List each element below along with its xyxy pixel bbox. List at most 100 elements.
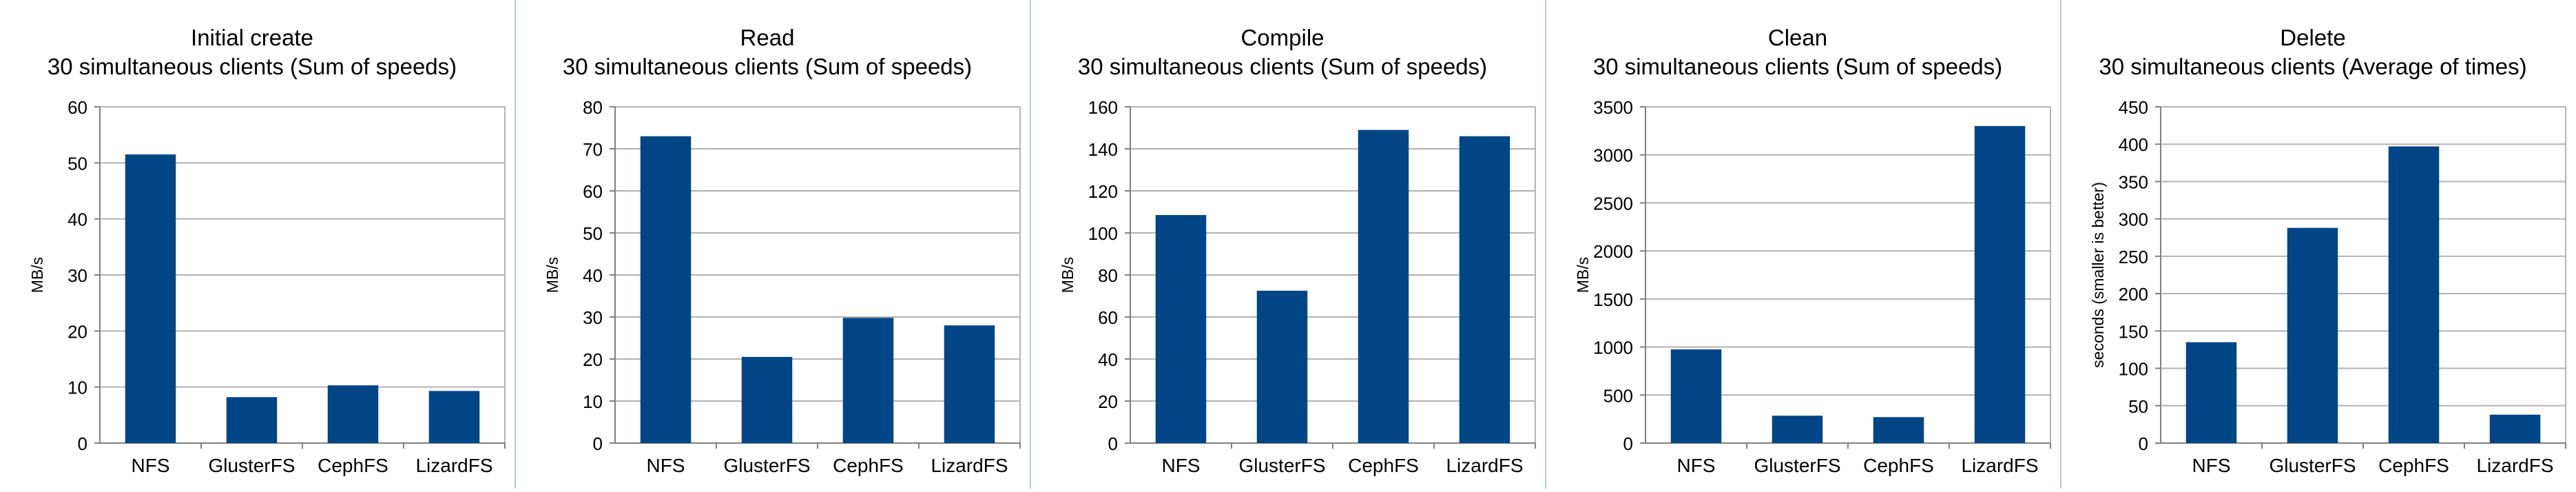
- panel-divider: [515, 0, 516, 489]
- y-tick-label: 500: [1603, 385, 1633, 406]
- bar: [2388, 146, 2440, 443]
- y-tick-label: 0: [593, 433, 603, 454]
- x-tick-label: NFS: [2192, 455, 2231, 476]
- x-tick-label: NFS: [132, 455, 170, 476]
- y-axis-label: MB/s: [1574, 257, 1592, 293]
- y-tick-label: 0: [2139, 433, 2148, 454]
- y-tick-label: 3000: [1593, 145, 1633, 166]
- y-tick-label: 30: [583, 307, 603, 328]
- x-tick-label: LizardFS: [931, 455, 1008, 476]
- chart-subtitle: 30 simultaneous clients (Average of time…: [2099, 54, 2526, 79]
- bar: [226, 397, 278, 443]
- chart-panel: Compile 30 simultaneous clients (Sum of s…: [1030, 0, 1546, 489]
- y-tick-label: 80: [1098, 265, 1118, 286]
- chart-title: Initial create: [191, 25, 313, 50]
- y-tick-label: 60: [1098, 307, 1118, 328]
- y-tick-label: 120: [1088, 181, 1118, 202]
- bar: [640, 136, 692, 443]
- y-tick-label: 50: [67, 153, 87, 174]
- chart-panel: Read 30 simultaneous clients (Sum of spee…: [515, 0, 1030, 489]
- x-tick-label: GlusterFS: [1238, 455, 1325, 476]
- bar: [1974, 125, 2026, 443]
- y-tick-label: 50: [583, 223, 603, 244]
- bar: [327, 385, 379, 443]
- bar: [1670, 349, 1722, 443]
- y-axis-label: MB/s: [1059, 257, 1077, 293]
- chart-subtitle: 30 simultaneous clients (Sum of speeds): [48, 54, 457, 79]
- y-tick-label: 400: [2119, 134, 2148, 155]
- y-tick-label: 20: [67, 321, 87, 342]
- x-tick-label: GlusterFS: [1754, 455, 1840, 476]
- y-tick-label: 20: [583, 349, 603, 370]
- bar: [2287, 227, 2338, 443]
- panel-divider: [1545, 0, 1546, 489]
- chart-subtitle: 30 simultaneous clients (Sum of speeds): [563, 54, 972, 79]
- y-tick-label: 3500: [1593, 97, 1633, 118]
- y-tick-label: 0: [78, 433, 87, 454]
- bar: [842, 318, 894, 443]
- y-tick-label: 450: [2119, 97, 2148, 118]
- chart-subtitle: 30 simultaneous clients (Sum of speeds): [1593, 54, 2002, 79]
- y-tick-label: 0: [1623, 433, 1633, 454]
- bar: [125, 154, 176, 443]
- bar-chart: Clean 30 simultaneous clients (Sum of spe…: [1574, 25, 2051, 476]
- y-tick-label: 250: [2119, 247, 2148, 267]
- y-tick-label: 70: [583, 139, 603, 160]
- bar-chart: Delete 30 simultaneous clients (Average o…: [2089, 25, 2566, 476]
- chart-title: Read: [740, 25, 795, 50]
- x-tick-label: LizardFS: [415, 455, 492, 476]
- y-tick-label: 30: [67, 265, 87, 286]
- x-tick-label: CephFS: [1348, 455, 1419, 476]
- bar: [1256, 290, 1308, 443]
- bar: [2185, 342, 2237, 443]
- x-tick-label: LizardFS: [1961, 455, 2038, 476]
- y-tick-label: 350: [2119, 172, 2148, 192]
- x-tick-label: NFS: [1162, 455, 1201, 476]
- x-tick-label: GlusterFS: [208, 455, 295, 476]
- chart-panel: Initial create 30 simultaneous clients (S…: [0, 0, 515, 489]
- y-tick-label: 10: [67, 378, 87, 398]
- y-tick-label: 80: [583, 97, 603, 118]
- bar: [1459, 136, 1510, 443]
- y-tick-label: 200: [2119, 284, 2148, 305]
- y-tick-label: 2000: [1593, 241, 1633, 262]
- chart-panel: Clean 30 simultaneous clients (Sum of spe…: [1546, 0, 2061, 489]
- x-tick-label: NFS: [1677, 455, 1716, 476]
- panel-divider: [2060, 0, 2061, 489]
- y-tick-label: 60: [583, 181, 603, 202]
- x-tick-label: LizardFS: [2476, 455, 2553, 476]
- x-tick-label: CephFS: [1863, 455, 1934, 476]
- bar-chart: Compile 30 simultaneous clients (Sum of s…: [1059, 25, 1536, 476]
- y-tick-label: 1000: [1593, 338, 1633, 358]
- bar: [1155, 215, 1207, 443]
- panel-divider: [1030, 0, 1031, 489]
- y-tick-label: 100: [2119, 359, 2148, 380]
- chart-panel: Delete 30 simultaneous clients (Average o…: [2061, 0, 2576, 489]
- bar: [2489, 414, 2541, 443]
- y-tick-label: 150: [2119, 321, 2148, 342]
- y-tick-label: 20: [1098, 391, 1118, 412]
- y-tick-label: 10: [583, 391, 603, 412]
- y-tick-label: 1500: [1593, 289, 1633, 310]
- chart-title: Delete: [2280, 25, 2345, 50]
- y-axis-label: MB/s: [28, 257, 46, 293]
- y-tick-label: 60: [67, 97, 87, 118]
- x-tick-label: CephFS: [833, 455, 904, 476]
- y-tick-label: 300: [2119, 209, 2148, 230]
- x-tick-label: NFS: [647, 455, 685, 476]
- y-tick-label: 40: [1098, 349, 1118, 370]
- chart-subtitle: 30 simultaneous clients (Sum of speeds): [1078, 54, 1487, 79]
- y-axis-label: seconds (smaller is better): [2089, 182, 2107, 368]
- x-tick-label: CephFS: [2378, 455, 2449, 476]
- y-tick-label: 50: [2128, 396, 2148, 417]
- x-tick-label: GlusterFS: [2269, 455, 2356, 476]
- y-tick-label: 0: [1108, 433, 1118, 454]
- y-tick-label: 40: [67, 209, 87, 230]
- bar-chart: Initial create 30 simultaneous clients (S…: [28, 25, 506, 476]
- bar: [741, 356, 793, 443]
- bar: [428, 391, 480, 443]
- bar: [1772, 416, 1823, 443]
- bar: [1358, 130, 1409, 444]
- y-tick-label: 2500: [1593, 193, 1633, 214]
